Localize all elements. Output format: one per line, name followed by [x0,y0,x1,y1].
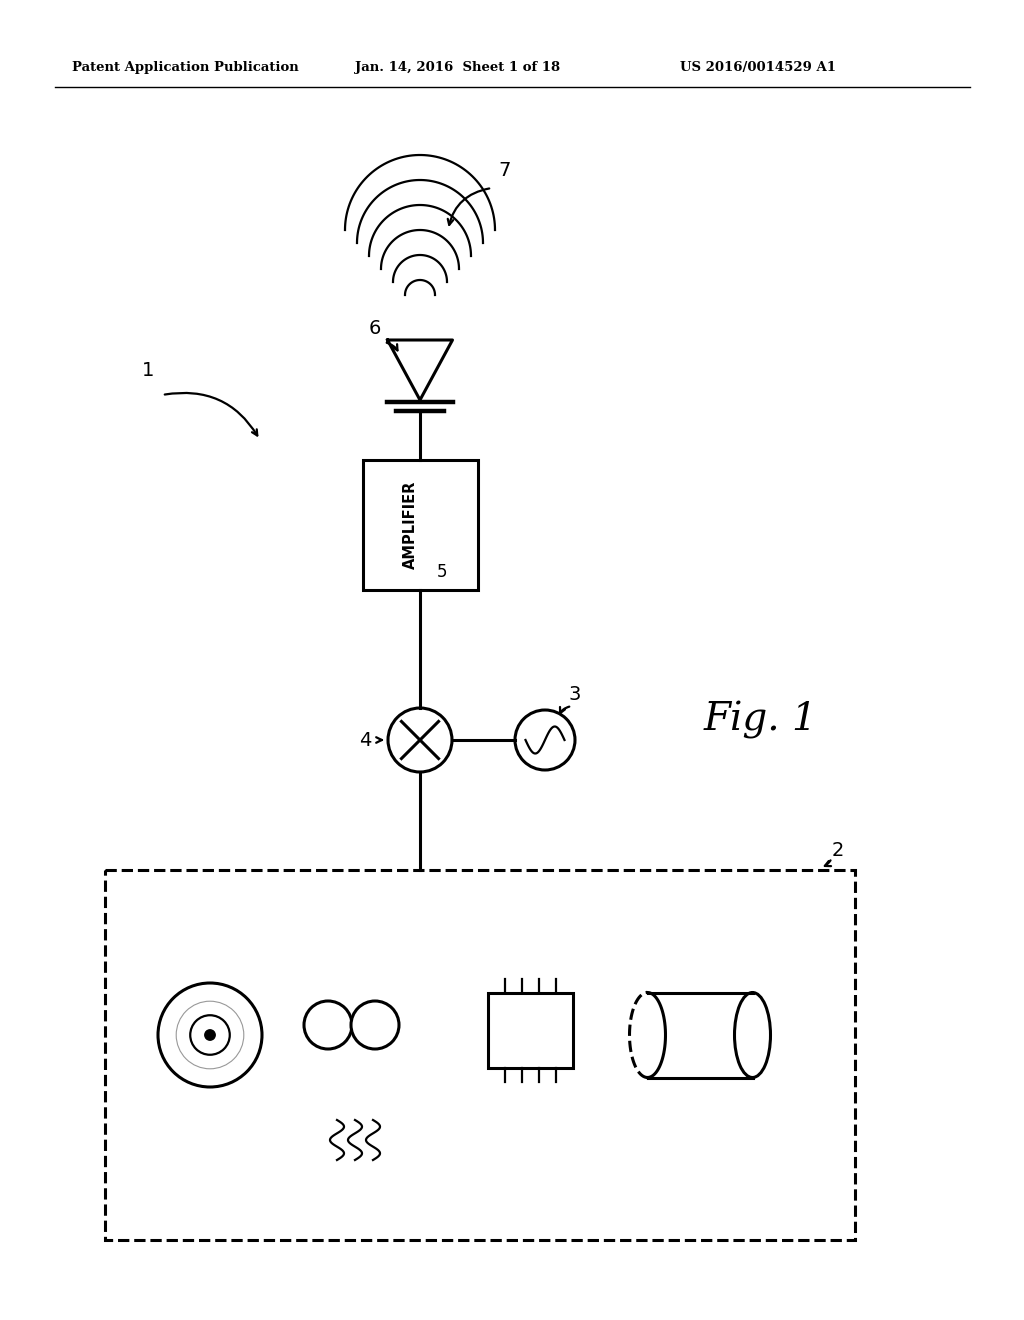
Text: Jan. 14, 2016  Sheet 1 of 18: Jan. 14, 2016 Sheet 1 of 18 [355,62,560,74]
Circle shape [388,708,452,772]
Circle shape [190,1015,229,1055]
Circle shape [158,983,262,1086]
Text: Patent Application Publication: Patent Application Publication [72,62,299,74]
Ellipse shape [734,993,770,1077]
Bar [362,459,477,590]
Text: US 2016/0014529 A1: US 2016/0014529 A1 [680,62,836,74]
Text: Fig. 1: Fig. 1 [703,701,817,739]
Text: 7: 7 [499,161,511,180]
Text: 5: 5 [437,564,447,581]
Circle shape [515,710,575,770]
Circle shape [351,1001,399,1049]
Text: 1: 1 [141,360,155,380]
Bar [487,993,572,1068]
Text: AMPLIFIER: AMPLIFIER [402,480,418,569]
Circle shape [205,1030,215,1040]
Text: 3: 3 [568,685,582,705]
Bar [105,870,855,1239]
Text: 4: 4 [358,730,371,750]
Text: 6: 6 [369,318,381,338]
Text: 2: 2 [831,841,844,859]
Circle shape [304,1001,352,1049]
